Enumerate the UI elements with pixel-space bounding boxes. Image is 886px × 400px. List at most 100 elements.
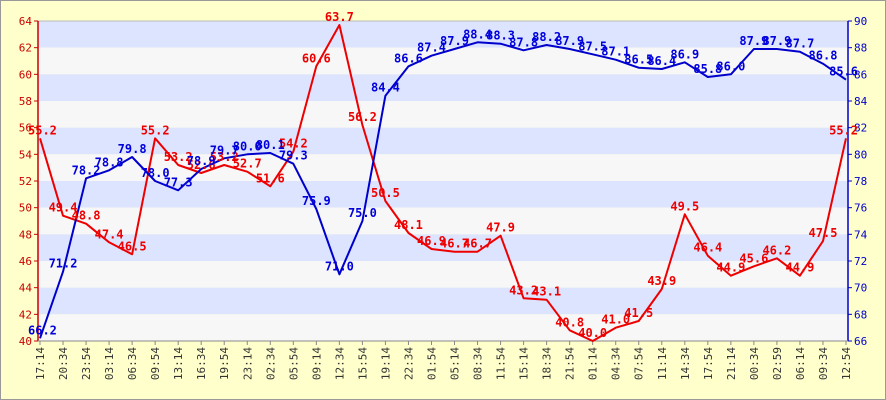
grid-band bbox=[38, 261, 848, 288]
x-tick-label: 14:34 bbox=[679, 347, 692, 380]
data-label-blue: 79.8 bbox=[118, 142, 147, 156]
right-tick-label: 68 bbox=[854, 308, 867, 321]
data-label-blue: 87.5 bbox=[578, 39, 607, 53]
x-tick-label: 19:54 bbox=[218, 347, 231, 380]
x-tick-label: 23:54 bbox=[80, 347, 93, 380]
left-tick-label: 42 bbox=[19, 308, 32, 321]
right-tick-label: 72 bbox=[854, 255, 867, 268]
right-tick-label: 88 bbox=[854, 42, 867, 55]
data-label-red: 47.5 bbox=[809, 226, 838, 240]
x-tick-label: 19:14 bbox=[379, 347, 392, 380]
data-label-red: 46.7 bbox=[463, 237, 492, 251]
data-label-red: 45.6 bbox=[739, 251, 768, 265]
data-label-blue: 71.2 bbox=[49, 257, 78, 271]
x-tick-label: 09:14 bbox=[310, 347, 323, 380]
data-label-blue: 87.4 bbox=[417, 41, 446, 55]
data-label-red: 55.2 bbox=[28, 123, 57, 137]
data-label-red: 41.0 bbox=[601, 313, 630, 327]
x-tick-label: 22:34 bbox=[402, 347, 415, 380]
data-label-blue: 80.0 bbox=[233, 139, 262, 153]
data-label-blue: 85.8 bbox=[693, 62, 722, 76]
x-tick-label: 11:54 bbox=[495, 347, 508, 380]
data-label-red: 47.4 bbox=[95, 227, 124, 241]
data-label-red: 40.8 bbox=[555, 315, 584, 329]
data-label-red: 43.9 bbox=[647, 274, 676, 288]
grid-band bbox=[38, 101, 848, 128]
grid-band bbox=[38, 234, 848, 261]
data-label-red: 46.9 bbox=[417, 234, 446, 248]
data-label-blue: 88.3 bbox=[486, 29, 515, 43]
left-tick-label: 50 bbox=[19, 202, 32, 215]
data-label-blue: 78.2 bbox=[72, 163, 101, 177]
data-label-blue: 78.0 bbox=[141, 166, 170, 180]
data-label-red: 53.2 bbox=[210, 150, 239, 164]
left-tick-label: 44 bbox=[19, 282, 33, 295]
grid-band bbox=[38, 207, 848, 235]
grid-band bbox=[38, 21, 848, 48]
x-tick-label: 13:14 bbox=[172, 347, 185, 380]
data-label-red: 49.4 bbox=[49, 201, 78, 215]
data-label-blue: 79.3 bbox=[279, 149, 308, 163]
right-tick-label: 66 bbox=[854, 335, 867, 348]
right-axis-ticks: 66 68 70 72 74 76 78 80 82 84 86 88 90 bbox=[848, 15, 868, 348]
data-label-blue: 66.2 bbox=[28, 323, 57, 337]
data-label-blue: 88.4 bbox=[463, 27, 492, 41]
right-tick-label: 84 bbox=[854, 95, 868, 108]
data-label-blue: 87.9 bbox=[555, 34, 584, 48]
data-label-blue: 87.8 bbox=[509, 35, 538, 49]
data-label-blue: 87.9 bbox=[762, 34, 791, 48]
x-tick-label: 21:14 bbox=[725, 347, 738, 380]
data-label-red: 55.2 bbox=[829, 123, 858, 137]
data-label-red: 60.6 bbox=[302, 51, 331, 65]
data-label-blue: 78.8 bbox=[95, 155, 124, 169]
left-tick-label: 60 bbox=[19, 68, 32, 81]
data-label-red: 55.2 bbox=[141, 123, 170, 137]
data-label-blue: 86.0 bbox=[716, 59, 745, 73]
data-label-blue: 87.9 bbox=[739, 34, 768, 48]
data-label-blue: 77.3 bbox=[164, 175, 193, 189]
data-label-red: 51.6 bbox=[256, 171, 285, 185]
x-tick-label: 01:54 bbox=[425, 347, 438, 380]
data-label-red: 52.7 bbox=[233, 157, 262, 171]
x-tick-label: 05:54 bbox=[287, 347, 300, 380]
grid-band bbox=[38, 287, 848, 315]
grid-bands bbox=[38, 21, 848, 341]
x-tick-label: 06:34 bbox=[126, 347, 139, 380]
x-tick-label: 15:54 bbox=[356, 347, 369, 380]
x-tick-label: 17:14 bbox=[34, 347, 47, 380]
data-label-blue: 86.5 bbox=[624, 53, 653, 67]
x-tick-label: 07:54 bbox=[633, 347, 646, 380]
series-lines bbox=[39, 24, 847, 342]
left-tick-label: 40 bbox=[19, 335, 32, 348]
x-tick-label: 09:34 bbox=[817, 347, 830, 380]
data-label-red: 53.2 bbox=[164, 150, 193, 164]
data-label-blue: 86.6 bbox=[394, 51, 423, 65]
data-label-blue: 87.7 bbox=[785, 37, 814, 51]
data-label-red: 46.7 bbox=[440, 237, 469, 251]
data-label-red: 49.5 bbox=[670, 199, 699, 213]
data-label-red: 54.2 bbox=[279, 137, 308, 151]
x-tick-label: 16:34 bbox=[195, 347, 208, 380]
data-label-red: 44.9 bbox=[716, 261, 745, 275]
x-tick-label: 12:34 bbox=[333, 347, 346, 380]
data-label-blue: 71.0 bbox=[325, 259, 354, 273]
data-label-red: 48.8 bbox=[72, 209, 101, 223]
data-label-red: 46.2 bbox=[762, 243, 791, 257]
left-tick-label: 58 bbox=[19, 95, 32, 108]
x-tick-label: 04:34 bbox=[610, 347, 623, 380]
grid-band bbox=[38, 74, 848, 101]
data-label-blue: 75.0 bbox=[348, 206, 377, 220]
series-line-blue bbox=[39, 41, 847, 339]
x-tick-label: 05:14 bbox=[449, 347, 462, 380]
x-tick-label: 17:54 bbox=[702, 347, 715, 380]
data-label-red: 40.0 bbox=[578, 326, 607, 340]
data-labels: 55.249.448.847.446.555.253.252.653.252.7… bbox=[28, 10, 858, 340]
x-tick-label: 23:14 bbox=[241, 347, 254, 380]
left-tick-label: 46 bbox=[19, 255, 32, 268]
data-label-red: 48.1 bbox=[394, 218, 423, 232]
x-tick-label: 11:14 bbox=[656, 347, 669, 380]
right-tick-label: 70 bbox=[854, 282, 867, 295]
data-label-blue: 86.4 bbox=[647, 54, 676, 68]
left-axis-ticks: 40 42 44 46 48 50 52 54 56 58 60 62 64 bbox=[19, 15, 38, 348]
data-label-blue: 85.6 bbox=[829, 65, 858, 79]
